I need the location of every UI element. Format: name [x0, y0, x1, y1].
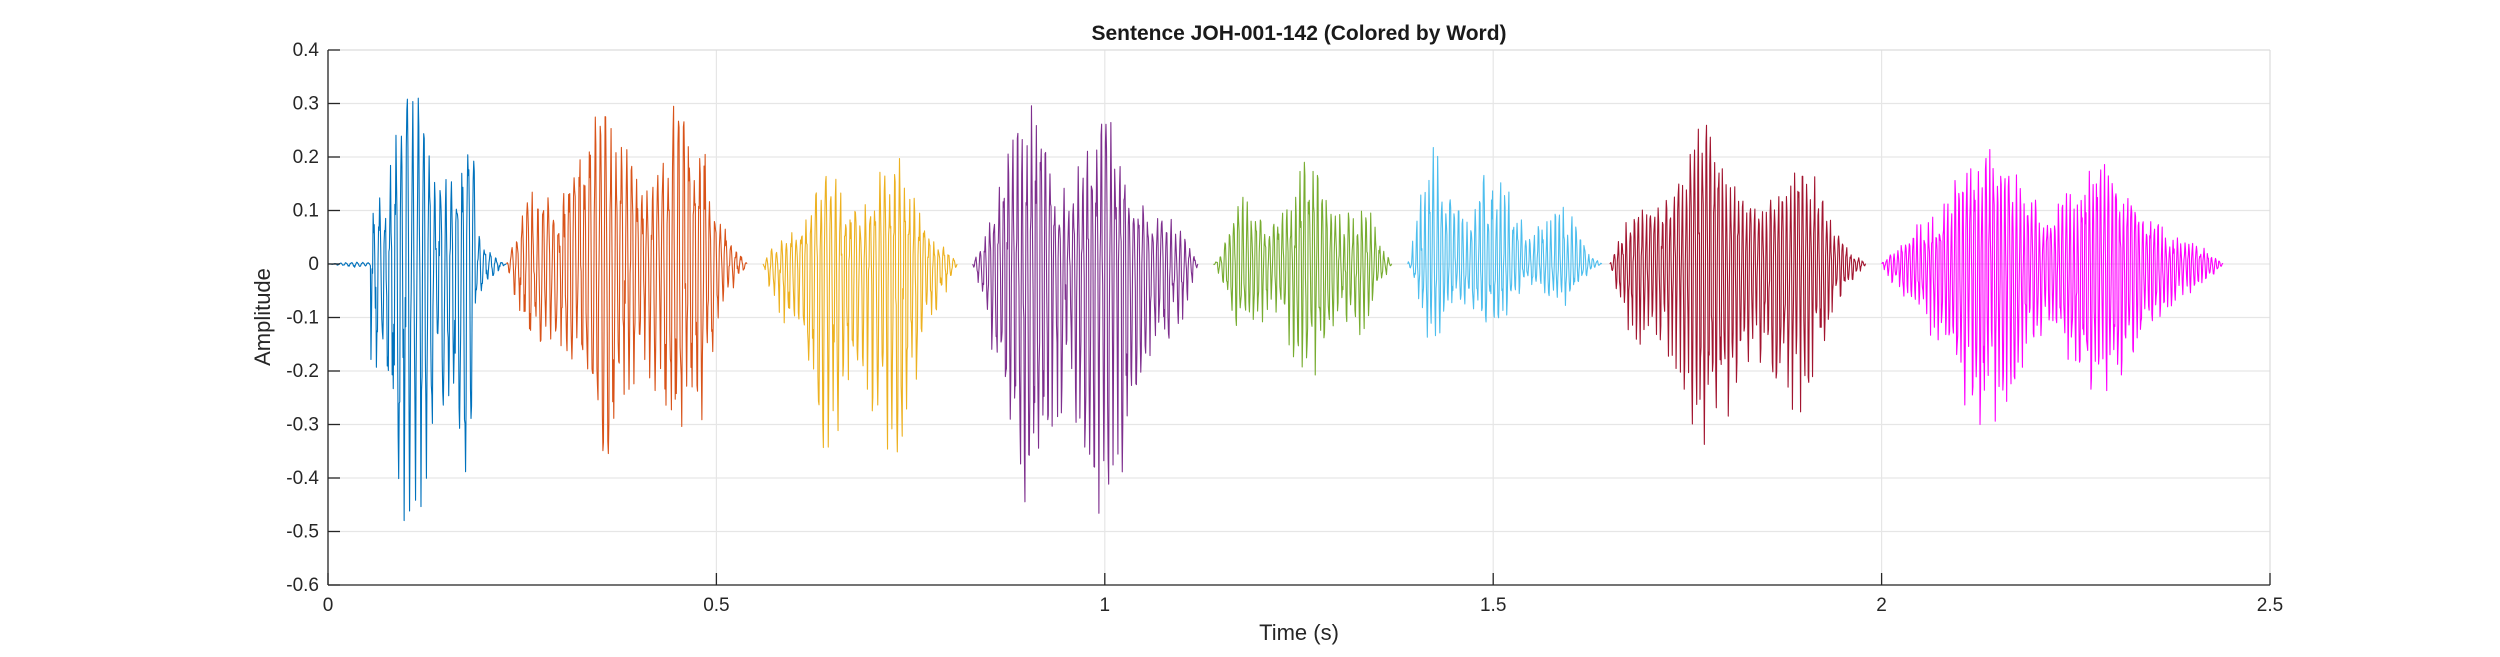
y-tick-label: -0.6 [286, 575, 319, 596]
word-segment-5 [1213, 161, 1393, 376]
y-tick-label: -0.3 [286, 415, 319, 436]
y-tick-label: -0.1 [286, 308, 319, 329]
x-tick-label: 1.5 [1480, 595, 1506, 616]
x-tick-label: 0.5 [703, 595, 729, 616]
waveform [327, 97, 2224, 522]
y-tick-label: 0 [308, 254, 319, 275]
y-tick-label: 0.4 [293, 40, 320, 61]
word-segment-3 [762, 157, 958, 453]
axes: 0 0.5 1 1.5 2 2.5 -0.6 -0.5 -0.4 -0.3 -0.2 -0.1 0 0.1… [286, 40, 2283, 616]
y-tick-label: 0.3 [293, 94, 319, 115]
chart-title: Sentence JOH-001-142 (Colored by Word) [1091, 22, 1506, 45]
word-segment-6 [1407, 146, 1603, 338]
word-segment-7 [1609, 124, 1867, 445]
x-tick-label: 2.5 [2257, 595, 2283, 616]
x-tick-label: 1 [1100, 595, 1111, 616]
y-tick-label: -0.4 [286, 468, 319, 489]
y-tick-label: -0.2 [286, 361, 319, 382]
word-segment-2 [506, 105, 748, 455]
x-axis-label: Time (s) [1259, 620, 1339, 645]
y-tick-label: 0.2 [293, 147, 319, 168]
word-segment-1 [327, 97, 507, 522]
y-axis-label: Amplitude [250, 268, 275, 366]
word-segment-8 [1881, 148, 2224, 426]
x-tick-label: 2 [1876, 595, 1887, 616]
word-segment-4 [972, 105, 1199, 514]
y-tick-label: -0.5 [286, 522, 319, 543]
y-tick-label: 0.1 [293, 201, 319, 222]
x-tick-label: 0 [323, 595, 334, 616]
